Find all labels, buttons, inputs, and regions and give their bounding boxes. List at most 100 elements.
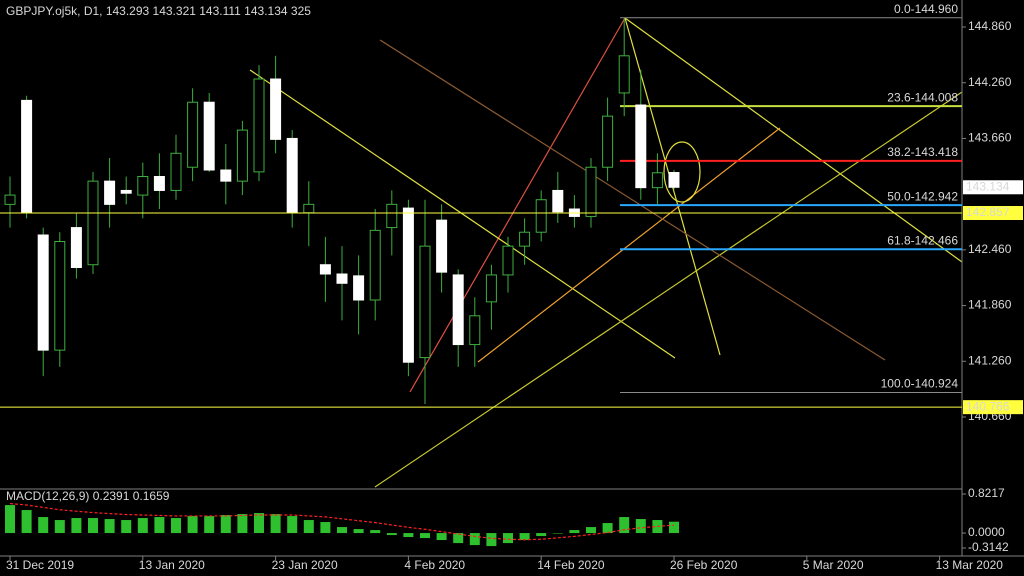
candle-body xyxy=(21,99,33,214)
fib-label: 50.0-142.942 xyxy=(887,189,958,203)
candle-body xyxy=(602,115,614,168)
macd-bar xyxy=(287,516,298,534)
macd-bar xyxy=(469,533,480,546)
candle-body xyxy=(585,166,597,217)
price-label-box xyxy=(963,400,1023,415)
macd-bar xyxy=(635,519,646,534)
candle-body xyxy=(502,245,514,276)
macd-bar xyxy=(54,520,65,534)
candle-body xyxy=(552,189,564,213)
y-tick-label: 0.8217 xyxy=(968,486,1005,500)
y-tick-label: 141.260 xyxy=(968,353,1012,367)
macd-bar xyxy=(71,518,82,534)
candle-body xyxy=(87,180,99,266)
candle-body xyxy=(137,176,149,196)
candle-body xyxy=(635,104,647,189)
fib-label: 38.2-143.418 xyxy=(887,145,958,159)
candle-body xyxy=(519,231,531,247)
candle-body xyxy=(668,172,680,188)
candle-body xyxy=(436,219,448,273)
fib-label: 61.8-142.466 xyxy=(887,233,958,247)
macd-bar xyxy=(5,505,15,534)
candle-body xyxy=(4,194,16,205)
macd-bar xyxy=(270,514,281,534)
macd-bar xyxy=(171,518,181,534)
trend-line xyxy=(624,17,963,263)
signal-line xyxy=(9,502,675,541)
candle-body xyxy=(386,203,398,229)
y-tick-label: -0.3142 xyxy=(968,540,1009,554)
candle-body xyxy=(153,176,165,191)
candle-body xyxy=(618,55,630,94)
price-label-box xyxy=(963,205,1023,220)
candle-body xyxy=(402,207,414,363)
candle-body xyxy=(369,229,381,301)
candle-body xyxy=(452,274,464,346)
x-tick-label: 5 Mar 2020 xyxy=(803,558,864,572)
y-tick-label: 144.860 xyxy=(968,19,1012,33)
x-tick-label: 26 Feb 2020 xyxy=(670,558,738,572)
macd-bar xyxy=(237,514,248,534)
macd-bar xyxy=(353,529,364,534)
highlight-ellipse xyxy=(663,141,701,203)
candle-body xyxy=(37,234,49,351)
candle-body xyxy=(419,245,431,359)
candle-body xyxy=(170,152,182,191)
macd-bar xyxy=(370,530,381,534)
candle-body xyxy=(236,129,248,182)
macd-bar xyxy=(121,520,132,534)
macd-bar xyxy=(619,517,630,534)
x-tick-label: 14 Feb 2020 xyxy=(537,558,605,572)
y-tick-label: 142.460 xyxy=(968,242,1012,256)
candle-body xyxy=(286,137,298,214)
price-label: 143.134 xyxy=(966,179,1010,193)
candle-body xyxy=(70,227,82,269)
y-tick-label: 141.860 xyxy=(968,298,1012,312)
macd-bar xyxy=(254,513,264,534)
macd-bar xyxy=(453,533,464,544)
candle-body xyxy=(651,172,663,189)
candle-body xyxy=(535,199,547,233)
x-tick-label: 13 Jan 2020 xyxy=(139,558,205,572)
macd-bar xyxy=(586,527,596,534)
price-label: 142.857 xyxy=(966,205,1010,219)
candle-body xyxy=(253,78,265,173)
y-tick-label: 0.0000 xyxy=(968,525,1005,539)
macd-bar xyxy=(104,519,115,534)
macd-bar xyxy=(204,516,215,534)
fib-label: 0.0-144.960 xyxy=(894,2,958,16)
macd-bar xyxy=(337,527,347,534)
macd-bar xyxy=(486,533,497,547)
trend-line xyxy=(409,17,626,393)
price-label-box xyxy=(963,180,1023,195)
macd-bar xyxy=(137,518,148,534)
trend-line xyxy=(379,39,886,361)
candle-body xyxy=(187,101,199,168)
candle-body xyxy=(303,203,315,214)
macd-bar xyxy=(21,510,32,534)
macd-bar xyxy=(436,533,447,541)
candle-body xyxy=(220,169,232,182)
candle-body xyxy=(319,264,331,275)
y-tick-label: 144.260 xyxy=(968,75,1012,89)
chart-title: GBPJPY.oj5k, D1, 143.293 143.321 143.111… xyxy=(6,4,311,18)
macd-bar xyxy=(303,520,314,534)
fib-label: 100.0-140.924 xyxy=(881,377,959,391)
macd-bar xyxy=(386,533,397,536)
x-tick-label: 13 Mar 2020 xyxy=(936,558,1004,572)
trend-line xyxy=(374,91,963,488)
macd-bar xyxy=(420,533,430,539)
macd-bar xyxy=(519,533,530,541)
fib-label: 23.6-144.008 xyxy=(887,90,958,104)
price-label: 140.766 xyxy=(966,399,1010,413)
x-tick-label: 4 Feb 2020 xyxy=(404,558,465,572)
candle-body xyxy=(270,78,282,140)
x-tick-label: 31 Dec 2019 xyxy=(6,558,74,572)
macd-bar xyxy=(38,517,49,534)
x-tick-label: 23 Jan 2020 xyxy=(272,558,338,572)
macd-bar xyxy=(669,521,679,534)
macd-bar xyxy=(403,533,414,538)
candle-body xyxy=(469,315,481,346)
